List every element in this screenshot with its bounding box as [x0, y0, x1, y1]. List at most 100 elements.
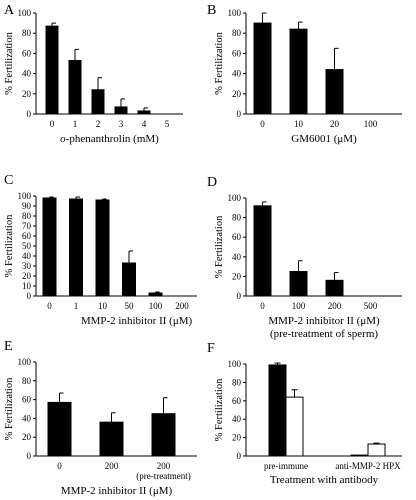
y-tick-label-b: 100 — [228, 8, 242, 18]
y-tick-label-e: 100 — [18, 357, 32, 367]
bar-c — [69, 198, 83, 297]
x-axis-title-c: MMP-2 inhibitor II (μM) — [81, 315, 193, 327]
y-tick-label-f: 0 — [237, 451, 242, 461]
x-tick-label-b: 10 — [294, 119, 304, 129]
y-axis-title-b: % Fertilization — [214, 31, 225, 94]
x-tick-label-a: 0 — [50, 119, 55, 129]
bar-f — [367, 443, 386, 457]
y-tick-label-c: 90 — [22, 201, 32, 211]
y-tick-label-a: 100 — [18, 8, 32, 18]
bar-d — [253, 205, 272, 297]
y-tick-label-d: 80 — [232, 213, 242, 223]
x-tick-label-c: 10 — [98, 301, 108, 311]
x-axis-title-f: Treatment with antibody — [270, 474, 379, 486]
y-tick-label-e: 60 — [22, 395, 32, 405]
panel-label-c: C — [4, 173, 13, 188]
y-tick-label-e: 80 — [22, 376, 32, 386]
x-tick-label-b: 100 — [364, 119, 378, 129]
x-tick-label-e: 0 — [57, 461, 62, 471]
bar-c — [95, 199, 110, 297]
x-tick-label-e: 200 — [157, 461, 171, 471]
y-axis-title-c: % Fertilization — [4, 214, 15, 277]
y-tick-label-a: 40 — [22, 69, 32, 79]
x-axis-title-a: o-phenanthrolin (mM) — [60, 133, 159, 145]
y-tick-label-d: 60 — [232, 232, 242, 242]
y-axis-title-d: % Fertilization — [214, 215, 225, 278]
x-tick-label-e: 200 — [105, 461, 119, 471]
bar-f — [285, 396, 304, 457]
x-tick-label-f: pre-immune — [264, 461, 308, 471]
x-tick-label-a: 4 — [142, 119, 147, 129]
panel-label-d: D — [207, 175, 217, 190]
y-tick-label-b: 20 — [232, 89, 242, 99]
bar-c — [122, 262, 136, 297]
x-tick-label-d: 100 — [292, 301, 306, 311]
y-tick-label-f: 20 — [232, 433, 242, 443]
bar-f — [268, 364, 287, 457]
bar-b — [289, 28, 308, 115]
panel-label-f: F — [207, 341, 215, 356]
y-tick-label-f: 80 — [232, 377, 242, 387]
bar-e — [99, 421, 124, 457]
y-tick-label-c: 70 — [22, 221, 32, 231]
y-axis-title-f: % Fertilization — [214, 378, 225, 441]
y-tick-label-b: 60 — [232, 48, 242, 58]
x-tick-label-d: 200 — [328, 301, 342, 311]
x-tick-label-f: anti-MMP-2 HPX — [335, 461, 401, 471]
bar-e — [151, 413, 176, 457]
x-tick-label-a: 5 — [165, 119, 170, 129]
y-tick-label-d: 40 — [232, 252, 242, 262]
y-tick-label-e: 0 — [27, 451, 32, 461]
x-tick-label-b: 0 — [260, 119, 265, 129]
bar-a — [137, 110, 151, 115]
y-tick-label-b: 40 — [232, 69, 242, 79]
x-axis-title-d: (pre-treatment of sperm) — [270, 328, 378, 340]
x-tick-label-a: 3 — [119, 119, 124, 129]
y-tick-label-e: 40 — [22, 413, 32, 423]
bar-a — [114, 106, 128, 115]
panel-label-a: A — [4, 3, 15, 18]
x-tick-label-d: 500 — [364, 301, 378, 311]
y-tick-label-c: 20 — [22, 271, 32, 281]
bar-b — [325, 69, 344, 115]
bar-c — [42, 197, 57, 297]
x-tick-label-a: 1 — [73, 119, 78, 129]
y-tick-label-d: 0 — [237, 291, 242, 301]
x-tick-label-d: 0 — [260, 301, 265, 311]
bar-d — [289, 271, 308, 297]
bar-a — [91, 89, 105, 115]
bar-e — [47, 401, 72, 457]
x-tick-label-a: 2 — [96, 119, 101, 129]
y-tick-label-a: 0 — [27, 109, 32, 119]
y-tick-label-c: 50 — [22, 241, 32, 251]
x-axis-title-e: MMP-2 inhibitor II (μM) — [61, 485, 173, 497]
bar-b — [253, 22, 272, 115]
bar-f — [350, 454, 369, 457]
y-tick-label-a: 80 — [22, 28, 32, 38]
y-tick-label-e: 20 — [22, 432, 32, 442]
y-axis-title-a: % Fertilization — [4, 31, 15, 94]
panel-label-b: B — [207, 3, 216, 18]
y-tick-label-c: 30 — [22, 261, 32, 271]
x-tick-label-c: 0 — [47, 301, 52, 311]
bar-d — [325, 279, 344, 297]
y-tick-label-b: 80 — [232, 28, 242, 38]
bar-c — [148, 292, 163, 297]
panel-label-e: E — [4, 339, 13, 354]
x-tick-label-c: 50 — [125, 301, 135, 311]
y-tick-label-a: 60 — [22, 48, 32, 58]
y-tick-label-c: 40 — [22, 251, 32, 261]
x-tick-label-c: 200 — [175, 301, 189, 311]
x-axis-title-d: MMP-2 inhibitor II (μM) — [268, 315, 380, 327]
y-tick-label-f: 60 — [232, 396, 242, 406]
y-tick-label-d: 100 — [228, 193, 242, 203]
y-tick-label-c: 10 — [22, 281, 32, 291]
x-tick-label-c: 100 — [149, 301, 163, 311]
y-tick-label-c: 60 — [22, 231, 32, 241]
y-tick-label-a: 20 — [22, 89, 32, 99]
y-tick-label-b: 0 — [237, 109, 242, 119]
x-tick-label-b: 20 — [330, 119, 340, 129]
y-tick-label-c: 0 — [27, 291, 32, 301]
